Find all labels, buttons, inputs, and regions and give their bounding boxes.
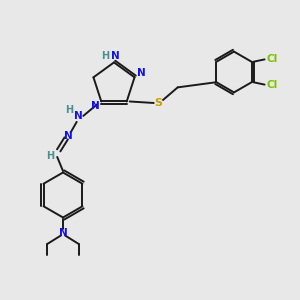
Text: H: H xyxy=(101,51,110,61)
Text: N: N xyxy=(74,112,82,122)
Text: S: S xyxy=(154,98,162,108)
Text: Cl: Cl xyxy=(266,80,278,90)
Text: N: N xyxy=(111,51,120,61)
Text: H: H xyxy=(65,106,73,116)
Text: H: H xyxy=(46,151,55,161)
Text: N: N xyxy=(58,228,68,238)
Text: N: N xyxy=(64,131,73,141)
Text: N: N xyxy=(91,101,100,111)
Text: N: N xyxy=(137,68,146,78)
Text: Cl: Cl xyxy=(266,54,278,64)
